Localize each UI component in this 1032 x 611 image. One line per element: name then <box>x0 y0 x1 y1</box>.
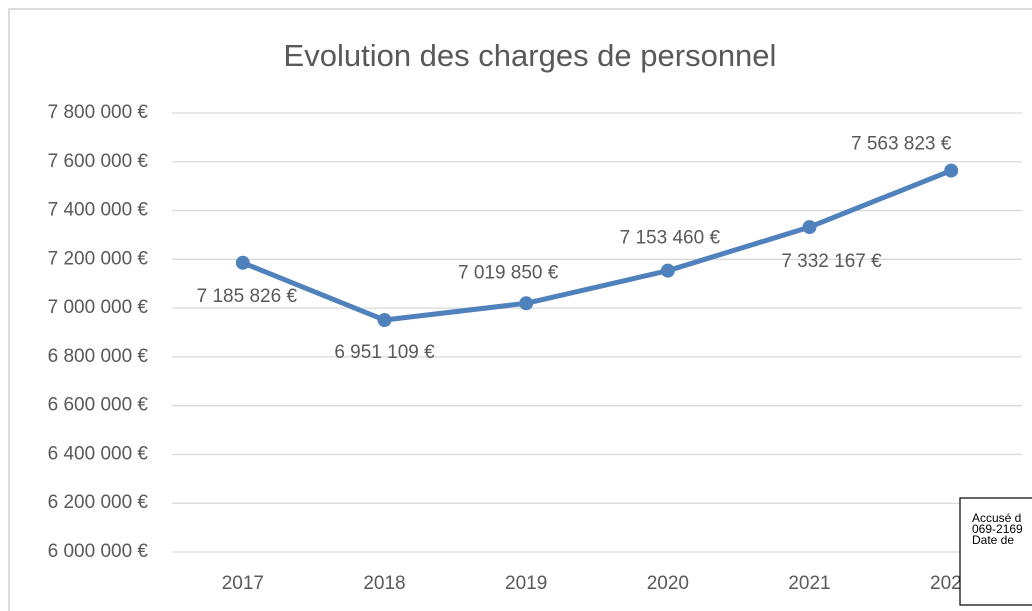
y-tick-label: 6 800 000 € <box>48 346 149 367</box>
data-label: 6 951 109 € <box>334 342 435 363</box>
data-label: 7 332 167 € <box>781 251 882 272</box>
data-label: 7 185 826 € <box>197 286 298 307</box>
stamp-box <box>959 497 1032 606</box>
stamp-line: 069-2169 <box>972 522 1023 536</box>
marker <box>235 255 250 270</box>
line <box>241 168 953 323</box>
y-tick-label: 7 200 000 € <box>48 248 149 269</box>
y-tick-label: 7 400 000 € <box>48 200 149 221</box>
x-tick-label: 2021 <box>788 573 830 594</box>
y-tick-label: 7 600 000 € <box>48 151 149 172</box>
y-tick-label: 6 200 000 € <box>48 492 149 513</box>
marker <box>660 263 675 278</box>
data-label: 7 019 850 € <box>458 262 559 283</box>
chart-title: Evolution des charges de personnel <box>284 38 777 73</box>
marker <box>377 313 392 328</box>
stamp-line: Accusé d <box>972 511 1021 525</box>
y-tick-label: 7 800 000 € <box>48 102 149 123</box>
data-label: 7 563 823 € <box>851 134 952 155</box>
y-tick-label: 6 400 000 € <box>48 443 149 464</box>
y-tick-label: 6 000 000 € <box>48 541 149 562</box>
stamp: Accusé d 069-2169 Date de <box>959 497 1032 606</box>
y-tick-label: 6 600 000 € <box>48 395 149 416</box>
x-tick-label: 2019 <box>505 573 547 594</box>
x-tick-label: 2020 <box>647 573 689 594</box>
x-tick-label: 2017 <box>222 573 264 594</box>
marker <box>944 163 959 178</box>
stamp-line: Date de <box>972 533 1014 547</box>
data-label: 7 153 460 € <box>620 228 721 249</box>
marker <box>519 296 534 311</box>
marker <box>802 220 817 235</box>
x-tick-label: 2018 <box>363 573 405 594</box>
y-tick-label: 7 000 000 € <box>48 297 149 318</box>
chart-frame <box>8 8 1032 611</box>
